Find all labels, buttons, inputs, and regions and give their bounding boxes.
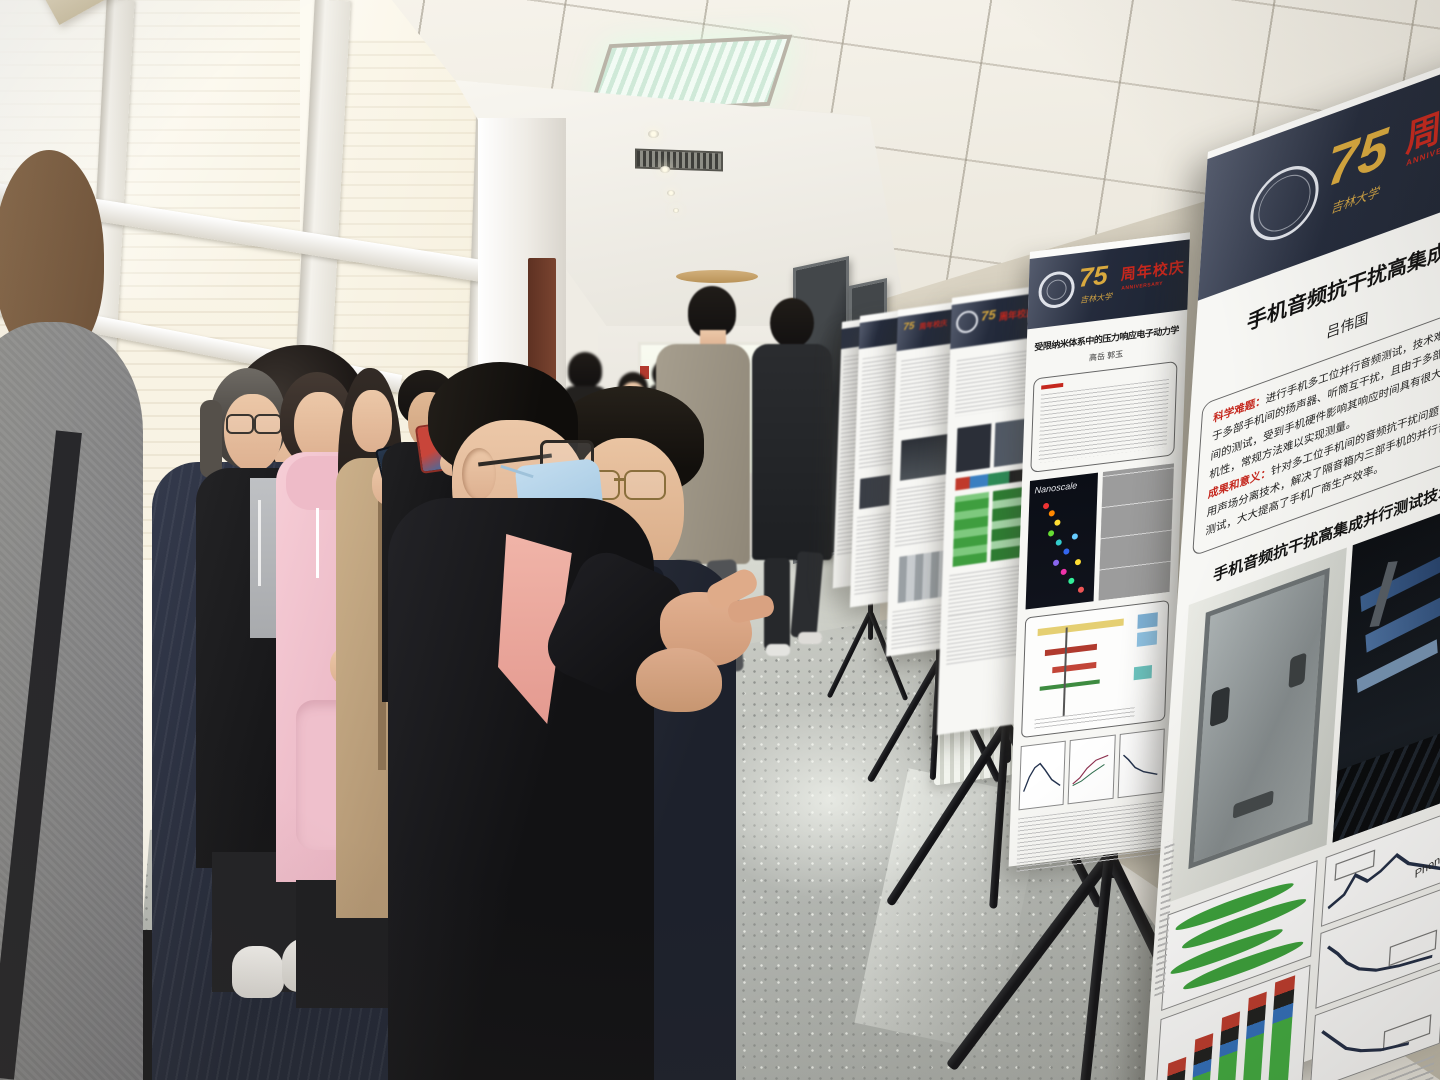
journal-title: Nanoscale: [1034, 480, 1078, 496]
gesturing-hand-lower: [636, 648, 722, 712]
ceiling-downlight: [667, 190, 675, 196]
ceiling-downlight: [660, 166, 670, 173]
university-seal-icon: [1248, 155, 1321, 251]
microscopy-grid: [1098, 463, 1175, 601]
anechoic-equipment-photo: [1332, 500, 1440, 843]
fire-hydrant-box: [640, 366, 649, 379]
nanoscale-cover: Nanoscale: [1025, 472, 1099, 610]
ceiling-decor-oval: [676, 270, 758, 283]
university-seal-icon: [955, 309, 979, 335]
mini-line-chart: [1018, 740, 1067, 811]
glasses-right-lens: [624, 470, 666, 500]
response-chart-3: [1309, 967, 1440, 1080]
brown-door: [528, 258, 556, 388]
white-sneaker: [232, 946, 284, 998]
chamber-photo: [1168, 547, 1347, 902]
response-chart-2: [1315, 885, 1440, 1009]
drawstring: [258, 500, 261, 586]
drawstring: [316, 508, 319, 578]
anniv-label-small: 周年校庆: [919, 320, 948, 332]
molecule-helix-art: [1042, 502, 1050, 510]
poster-main: 75 吉林大学 周年 ANNIVERSARY 手机音频抗干扰高集成并行测试技术 …: [1141, 39, 1440, 1080]
ceiling-downlight: [648, 130, 659, 138]
anniv-75: 75: [1325, 115, 1390, 200]
mini-line-chart: [1117, 728, 1165, 799]
face: [352, 390, 392, 452]
face: [294, 392, 346, 462]
response-chart-1: [1320, 809, 1440, 927]
anniv-75: 75: [1078, 259, 1109, 294]
poster-nanoscale: 75 吉林大学 周年校庆 ANNIVERSARY 受限纳米体系中的压力响应电子动…: [1008, 232, 1190, 873]
glasses-bridge: [614, 478, 626, 481]
anniv-75-small: 75: [980, 306, 996, 324]
anniv-75-small: 75: [903, 320, 915, 334]
ear: [462, 448, 496, 500]
university-seal-icon: [1037, 269, 1076, 311]
ceiling-downlight: [673, 208, 679, 213]
glasses-right-lens: [254, 414, 282, 434]
anniv-label: 周年校庆: [1120, 258, 1186, 284]
mechanism-diagram: [1021, 599, 1170, 739]
glasses-left-lens: [226, 414, 254, 434]
ponytail: [200, 400, 222, 478]
air-vent: [635, 148, 723, 172]
mini-line-chart: [1067, 734, 1116, 805]
